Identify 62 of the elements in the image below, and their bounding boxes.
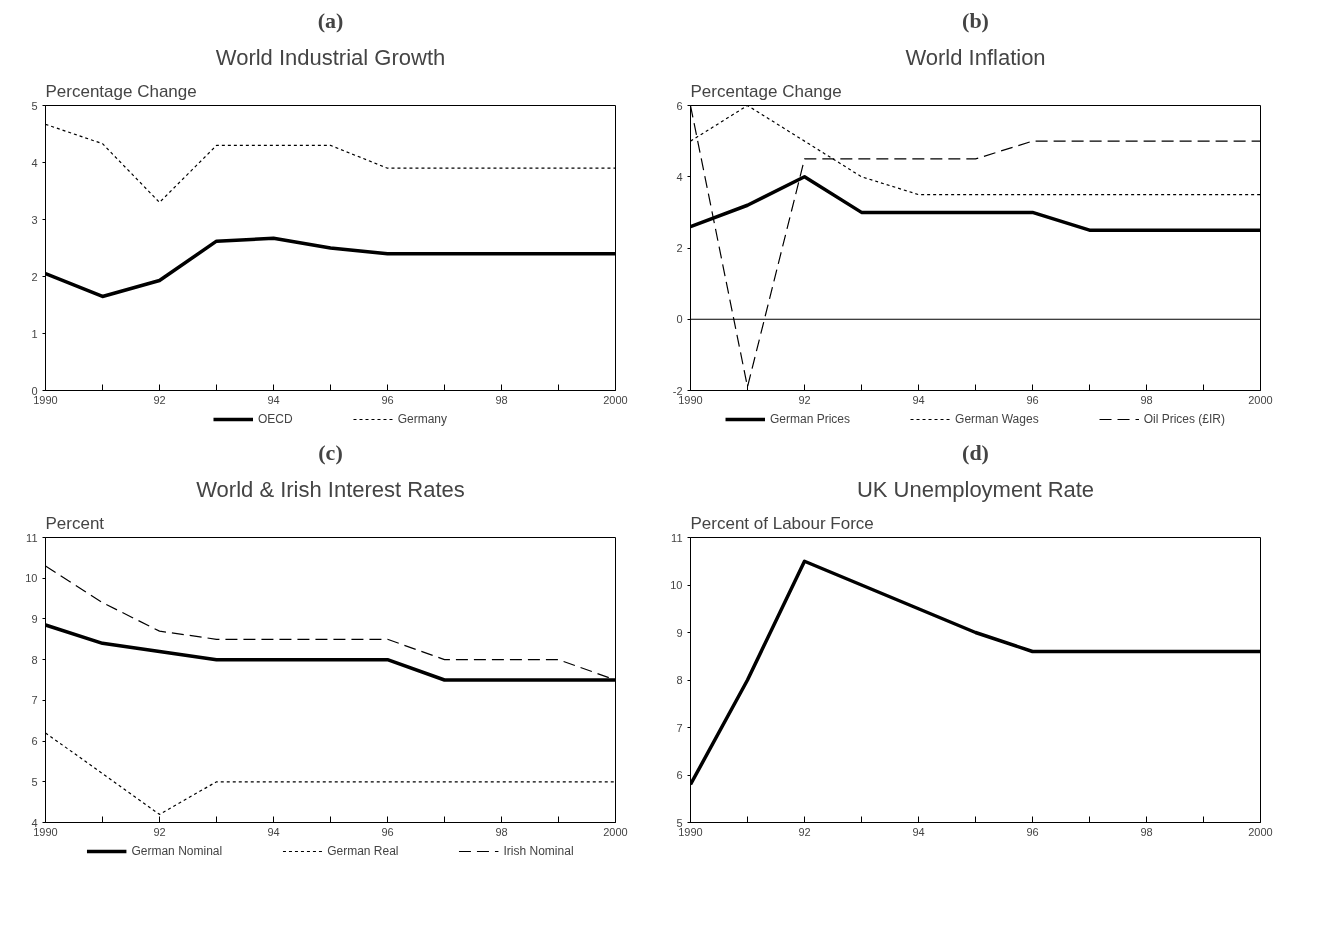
chart-subtitle: UK Unemployment Rate — [856, 476, 1095, 502]
y-tick-label: 7 — [31, 694, 38, 707]
y-tick-label: 6 — [676, 769, 683, 781]
x-tick-label: 2000 — [1248, 393, 1273, 406]
y-tick-label: 2 — [31, 270, 38, 283]
legend-label: Germany — [397, 412, 448, 426]
y-axis-title: Percentage Change — [45, 81, 197, 101]
y-tick-label: 11 — [26, 531, 38, 544]
x-tick-label: 94 — [267, 825, 280, 838]
y-tick-label: 5 — [31, 99, 38, 112]
legend-label: OECD — [257, 412, 293, 426]
y-tick-label: 0 — [676, 313, 683, 326]
y-tick-label: 8 — [676, 674, 683, 686]
x-tick-label: 98 — [1140, 825, 1153, 838]
y-tick-label: 9 — [676, 626, 683, 639]
y-tick-label: 9 — [31, 612, 38, 625]
y-tick-label: 6 — [31, 735, 38, 748]
y-tick-label: 4 — [676, 170, 683, 183]
x-tick-label: 98 — [495, 393, 508, 406]
y-tick-label: 3 — [31, 213, 38, 226]
y-tick-label: 4 — [31, 156, 38, 169]
x-tick-label: 96 — [1026, 825, 1039, 838]
x-tick-label: 96 — [1026, 393, 1039, 406]
y-tick-label: 1 — [31, 327, 38, 340]
x-tick-label: 92 — [153, 393, 166, 406]
legend-label: German Real — [327, 844, 399, 858]
y-tick-label: 10 — [25, 572, 38, 585]
y-tick-label: 8 — [31, 653, 38, 666]
legend-label: German Wages — [955, 412, 1039, 426]
chart-title: (a) — [317, 7, 344, 33]
x-tick-label: 92 — [798, 825, 811, 838]
chart-subtitle: World Industrial Growth — [215, 44, 446, 70]
x-tick-label: 2000 — [603, 825, 628, 838]
y-tick-label: 10 — [670, 579, 683, 591]
legend-label: Oil Prices (£IR) — [1143, 412, 1225, 426]
y-axis-title: Percent — [45, 513, 105, 533]
x-tick-label: 92 — [153, 825, 166, 838]
legend-label: Irish Nominal — [503, 844, 574, 858]
legend-label: German Prices — [770, 412, 851, 426]
chart-subtitle: World Inflation — [905, 44, 1046, 70]
y-axis-title: Percent of Labour Force — [690, 513, 874, 533]
y-tick-label: 2 — [676, 242, 683, 254]
x-tick-label: 98 — [1140, 393, 1153, 406]
chart-subtitle: World & Irish Interest Rates — [196, 476, 465, 502]
y-tick-label: 6 — [676, 99, 683, 112]
y-axis-title: Percentage Change — [690, 81, 842, 101]
x-tick-label: 94 — [912, 393, 925, 406]
y-tick-label: 7 — [676, 721, 683, 734]
x-tick-label: 2000 — [1248, 825, 1273, 838]
chart-title: (c) — [318, 439, 343, 465]
x-tick-label: 94 — [267, 393, 280, 406]
x-tick-label: 96 — [381, 825, 394, 838]
chart-title: (d) — [962, 439, 989, 465]
legend-label: German Nominal — [131, 844, 223, 858]
x-tick-label: 94 — [912, 825, 925, 838]
chart-title: (b) — [962, 7, 989, 33]
x-tick-label: 92 — [798, 393, 811, 406]
x-tick-label: 96 — [381, 393, 394, 406]
x-tick-label: 2000 — [603, 393, 628, 406]
x-tick-label: 98 — [495, 825, 508, 838]
y-tick-label: 11 — [671, 531, 683, 544]
y-tick-label: 5 — [31, 775, 38, 788]
